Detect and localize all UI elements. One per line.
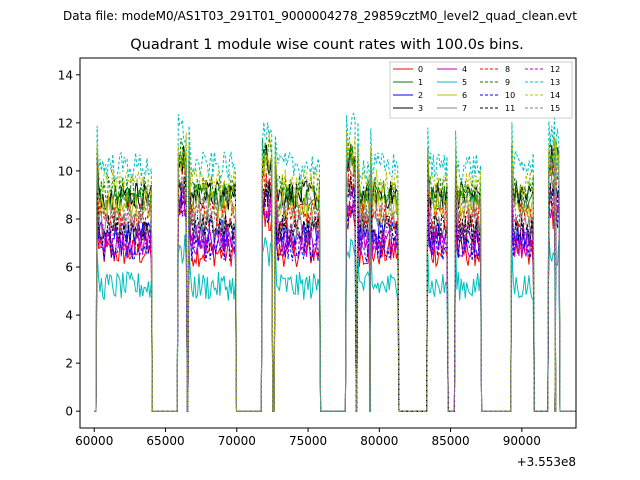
legend-label-15: 15	[550, 104, 560, 113]
legend-label-13: 13	[550, 78, 560, 87]
legend-label-10: 10	[505, 91, 515, 100]
series-line-1	[94, 145, 576, 412]
x-tick-label: 75000	[289, 434, 327, 448]
series-line-9	[94, 137, 576, 412]
series-line-10	[94, 195, 576, 412]
x-tick-label: 80000	[360, 434, 398, 448]
series-line-7	[94, 172, 576, 412]
plot-area	[79, 57, 577, 429]
x-tick-label: 70000	[218, 434, 256, 448]
legend-label-14: 14	[550, 91, 560, 100]
legend-label-7: 7	[462, 104, 467, 113]
x-tick-label: 85000	[431, 434, 469, 448]
y-tick-label: 14	[58, 68, 73, 82]
series-line-3	[94, 143, 576, 412]
y-tick-label: 2	[65, 357, 73, 371]
legend-box	[389, 61, 573, 119]
series-line-12	[94, 185, 576, 412]
legend-label-4: 4	[462, 65, 467, 74]
series-line-13	[94, 112, 576, 412]
series-line-0	[94, 199, 576, 412]
series-line-15	[94, 156, 576, 412]
x-tick-label: 60000	[75, 434, 113, 448]
legend-label-8: 8	[505, 65, 510, 74]
y-tick-label: 10	[58, 164, 73, 178]
series-line-5	[94, 233, 576, 412]
y-tick-label: 0	[65, 405, 73, 419]
x-tick-label: 90000	[503, 434, 541, 448]
chart-title: Quadrant 1 module wise count rates with …	[130, 37, 524, 53]
legend-label-1: 1	[418, 78, 423, 87]
legend-label-5: 5	[462, 78, 467, 87]
legend-label-2: 2	[418, 91, 423, 100]
x-axis: 60000 65000 70000 75000 80000 85000 90000	[75, 428, 541, 448]
series-line-8	[94, 162, 576, 412]
legend-label-11: 11	[505, 104, 515, 113]
legend-label-3: 3	[418, 104, 423, 113]
chart-suptitle: Data file: modeM0/AS1T03_291T01_90000042…	[63, 9, 577, 23]
series-line-6	[94, 152, 576, 412]
y-tick-label: 4	[65, 309, 73, 323]
x-tick-label: 65000	[146, 434, 184, 448]
series-line-11	[94, 176, 576, 412]
series-line-2	[94, 181, 576, 412]
legend-label-9: 9	[505, 78, 510, 87]
series-layer	[94, 112, 576, 412]
series-line-14	[94, 130, 576, 412]
series-line-4	[94, 190, 576, 412]
legend-label-0: 0	[418, 65, 423, 74]
legend-label-6: 6	[462, 91, 467, 100]
y-tick-label: 8	[65, 212, 73, 226]
y-axis: 0 2 4 6 8 10 12 14	[58, 68, 80, 419]
legend-label-12: 12	[550, 65, 560, 74]
y-tick-label: 6	[65, 261, 73, 275]
y-tick-label: 12	[58, 116, 73, 130]
x-offset-label: +3.553e8	[517, 455, 576, 469]
plot-frame	[79, 57, 577, 429]
